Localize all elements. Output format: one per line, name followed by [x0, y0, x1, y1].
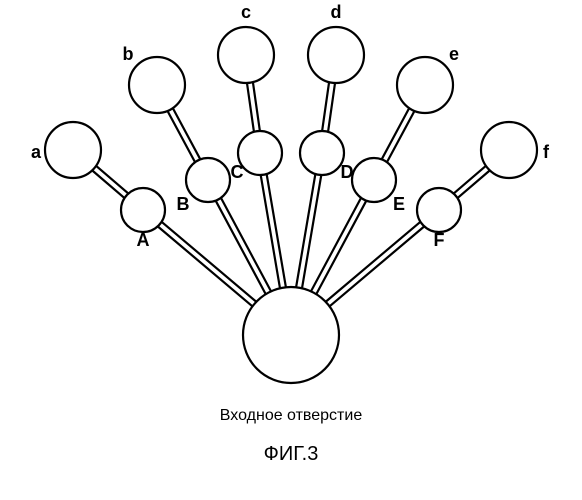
outer-circle-F — [481, 122, 537, 178]
outer-label-B: b — [123, 44, 134, 64]
outer-circle-B — [129, 57, 185, 113]
inner-circle-F — [417, 188, 461, 232]
outer-label-E: e — [449, 44, 459, 64]
caption-text: Входное отверстие — [220, 407, 363, 424]
inner-label-C: C — [231, 162, 244, 182]
inner-label-F: F — [434, 230, 445, 250]
inner-label-D: D — [341, 162, 354, 182]
outer-label-D: d — [331, 2, 342, 22]
outer-circle-A — [45, 122, 101, 178]
inner-circle-B — [186, 158, 230, 202]
inner-circle-D — [300, 131, 344, 175]
inner-label-B: B — [177, 194, 190, 214]
outer-label-F: f — [543, 142, 550, 162]
outer-circle-E — [397, 57, 453, 113]
inner-circle-E — [352, 158, 396, 202]
outer-label-A: a — [31, 142, 42, 162]
inner-label-A: A — [137, 230, 150, 250]
outer-circle-D — [308, 27, 364, 83]
hub-circle — [243, 287, 339, 383]
inner-label-E: E — [393, 194, 405, 214]
figure-label: ФИГ.3 — [264, 443, 319, 465]
background — [0, 0, 582, 500]
inner-circle-C — [238, 131, 282, 175]
outer-label-C: c — [241, 2, 251, 22]
outer-circle-C — [218, 27, 274, 83]
inner-circle-A — [121, 188, 165, 232]
branching-diagram: Aa Bb Cc Dd Ee Ff Входное отверстие ФИГ.3 — [0, 0, 582, 500]
